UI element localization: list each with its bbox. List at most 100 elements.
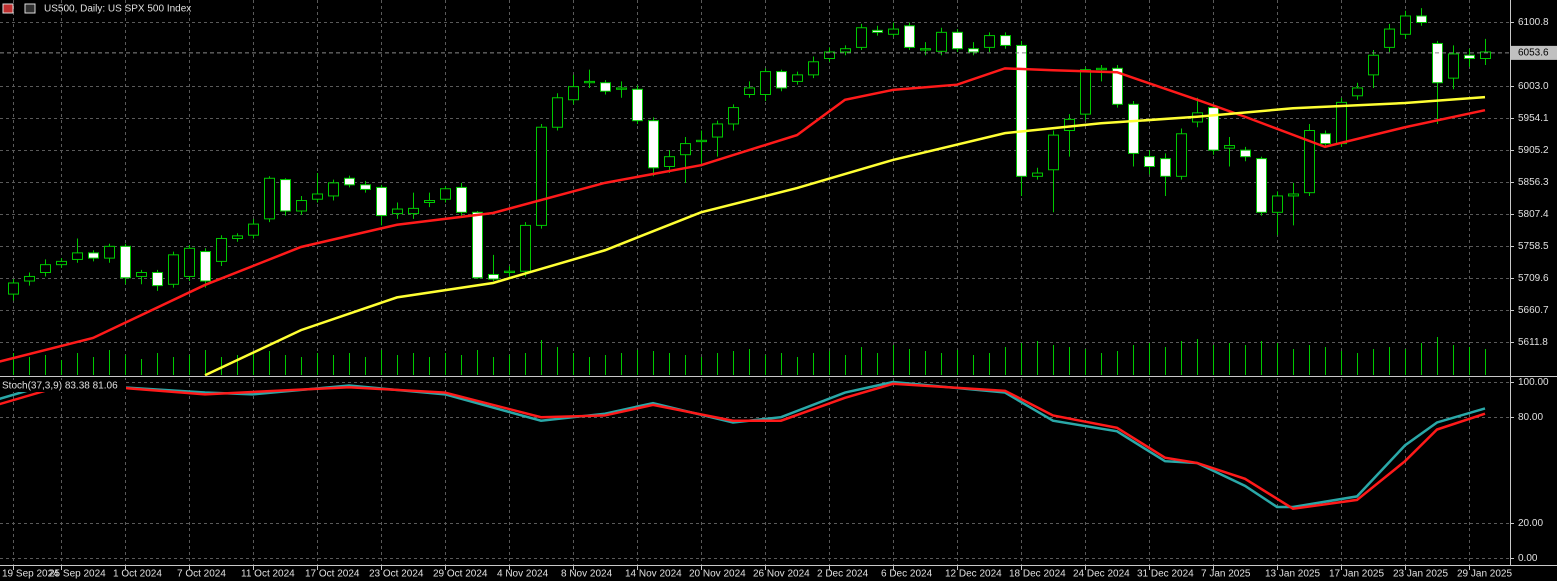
candle-body bbox=[936, 31, 947, 52]
candle-body bbox=[328, 182, 339, 197]
x-tick-label: 24 Dec 2024 bbox=[1073, 569, 1130, 580]
x-tick-label: 7 Jan 2025 bbox=[1201, 569, 1251, 580]
menu-icon[interactable] bbox=[2, 3, 14, 14]
candle-body bbox=[264, 177, 275, 220]
x-tick-label: 20 Nov 2024 bbox=[689, 569, 746, 580]
candle-body bbox=[520, 224, 531, 272]
candle-body bbox=[232, 235, 243, 239]
candle-body bbox=[280, 179, 291, 212]
candle-body bbox=[744, 87, 755, 96]
candle-body bbox=[408, 207, 419, 215]
x-tick-label: 23 Jan 2025 bbox=[1393, 569, 1448, 580]
candle-body bbox=[184, 247, 195, 277]
candle-body bbox=[1112, 67, 1123, 105]
x-tick-label: 4 Nov 2024 bbox=[497, 569, 549, 580]
candle-body bbox=[1144, 156, 1155, 167]
x-tick-label: 29 Jan 2025 bbox=[1457, 569, 1512, 580]
y-tick-label: 5807.4 bbox=[1518, 209, 1549, 220]
x-tick-label: 13 Jan 2025 bbox=[1265, 569, 1320, 580]
candle-body bbox=[360, 184, 371, 190]
candle-body bbox=[296, 200, 307, 212]
moving-average bbox=[204, 95, 1486, 377]
candle-body bbox=[808, 61, 819, 76]
candle-body bbox=[488, 273, 499, 280]
candle-body bbox=[72, 252, 83, 260]
candle-body bbox=[216, 237, 227, 262]
candle-body bbox=[1096, 67, 1107, 71]
x-tick-label: 14 Nov 2024 bbox=[625, 569, 682, 580]
candle-body bbox=[1048, 134, 1059, 171]
indicator-title-bg bbox=[0, 380, 126, 392]
candle-body bbox=[536, 126, 547, 226]
chart-icon[interactable] bbox=[24, 3, 36, 14]
candle-body bbox=[792, 74, 803, 82]
candle-body bbox=[472, 211, 483, 279]
y-tick-label: 5954.1 bbox=[1518, 113, 1549, 124]
y-tick-label: 6100.8 bbox=[1518, 17, 1549, 28]
candle-body bbox=[392, 208, 403, 215]
candle-body bbox=[1080, 69, 1091, 115]
candle-body bbox=[840, 48, 851, 53]
candle-body bbox=[1400, 15, 1411, 35]
candle-body bbox=[8, 282, 19, 295]
chart-title: US500, Daily: US SPX 500 Index bbox=[44, 4, 191, 15]
candle-body bbox=[1336, 101, 1347, 145]
x-tick-label: 18 Dec 2024 bbox=[1009, 569, 1066, 580]
candle-body bbox=[616, 87, 627, 90]
grid-layer bbox=[0, 0, 1510, 565]
x-tick-label: 19 Sep 2024 bbox=[2, 569, 59, 580]
y-tick-label: 100.00 bbox=[1518, 377, 1549, 388]
candle-body bbox=[312, 193, 323, 200]
y-tick-label: 5709.6 bbox=[1518, 273, 1549, 284]
candle-body bbox=[1464, 54, 1475, 60]
y-tick-label: 20.00 bbox=[1518, 518, 1543, 529]
candle-body bbox=[1368, 54, 1379, 76]
candle-body bbox=[1416, 15, 1427, 24]
candle-body bbox=[56, 260, 67, 266]
y-tick-label: 5758.5 bbox=[1518, 241, 1549, 252]
y-tick-label: 5905.2 bbox=[1518, 145, 1549, 156]
candle-body bbox=[1480, 51, 1491, 60]
candle-body bbox=[952, 31, 963, 50]
last-price-box bbox=[1511, 45, 1557, 60]
candle-body bbox=[1208, 107, 1219, 151]
candle-body bbox=[376, 186, 387, 217]
candle-body bbox=[632, 88, 643, 122]
candle-body bbox=[248, 223, 259, 236]
candle-body bbox=[680, 143, 691, 156]
candle-body bbox=[344, 177, 355, 186]
candle-body bbox=[1272, 195, 1283, 213]
candle-body bbox=[968, 48, 979, 53]
candle-body bbox=[904, 25, 915, 48]
candle-body bbox=[648, 120, 659, 169]
candle-body bbox=[1016, 44, 1027, 177]
candle-body bbox=[728, 107, 739, 125]
x-tick-label: 29 Oct 2024 bbox=[433, 569, 488, 580]
candle-body bbox=[824, 51, 835, 60]
candle-body bbox=[1000, 35, 1011, 46]
candle-body bbox=[1384, 28, 1395, 48]
plot-area bbox=[0, 8, 1510, 511]
candle-body bbox=[1352, 87, 1363, 97]
candle-body bbox=[504, 270, 515, 274]
indicator-title: Stoch(37,3,9) 83.38 81.06 bbox=[2, 381, 118, 392]
candle-body bbox=[1160, 158, 1171, 177]
candle-body bbox=[984, 35, 995, 48]
candle-body bbox=[1240, 149, 1251, 158]
y-tick-label: 80.00 bbox=[1518, 412, 1543, 423]
candle-body bbox=[1224, 145, 1235, 149]
candle-body bbox=[88, 252, 99, 259]
x-tick-label: 8 Nov 2024 bbox=[561, 569, 613, 580]
x-tick-label: 23 Oct 2024 bbox=[369, 569, 424, 580]
last-price-label: 6053.6 bbox=[1518, 48, 1549, 59]
x-tick-label: 1 Oct 2024 bbox=[113, 569, 162, 580]
candle-body bbox=[200, 251, 211, 282]
candle-body bbox=[136, 272, 147, 277]
candle-body bbox=[104, 245, 115, 259]
candle-body bbox=[1432, 42, 1443, 84]
candle-body bbox=[424, 200, 435, 203]
candle-body bbox=[1032, 172, 1043, 177]
